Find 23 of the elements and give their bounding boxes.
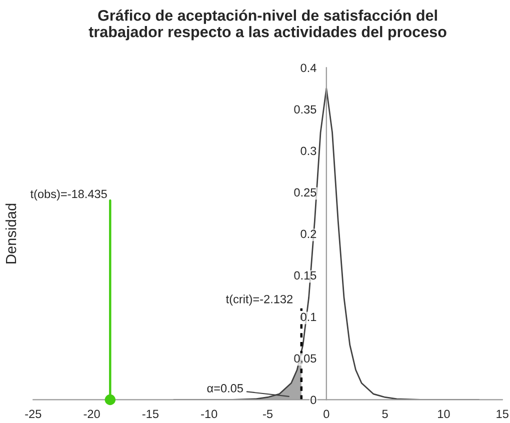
x-tick-label: -10 [201,410,218,418]
y-tick-label: 0.4 [300,64,316,72]
x-tick-label: -15 [142,410,158,418]
y-tick-label: 0.35 [294,105,316,114]
chart-title: Gráfico de aceptación-nivel de satisfacción del trabajador respecto a las actividades del proceso [88,9,446,40]
y-tick-label: 0.05 [294,354,316,363]
x-tick-label: -5 [263,410,273,418]
x-tick-label: 10 [438,410,450,418]
y-tick-label: 0.2 [300,230,316,238]
x-tick-label: -20 [84,410,100,418]
x-tick-label: 0 [324,410,330,418]
x-tick-label: -25 [25,410,42,418]
annotation: t(crit)=-2.132 [226,294,292,306]
y-tick-label: 0.1 [300,312,316,322]
x-tick-label: 15 [496,410,508,418]
y-tick-label: 0.3 [300,146,316,156]
y-tick-label: 0.25 [294,188,316,197]
annotation: α=0.05 [207,384,243,392]
x-tick-label: 5 [382,410,388,418]
y-axis-title: Densidad [5,204,16,264]
y-tick-label: 0 [310,396,316,404]
y-tick-label: 0.15 [294,271,316,280]
annotation: t(obs)=-18.435 [30,189,107,200]
